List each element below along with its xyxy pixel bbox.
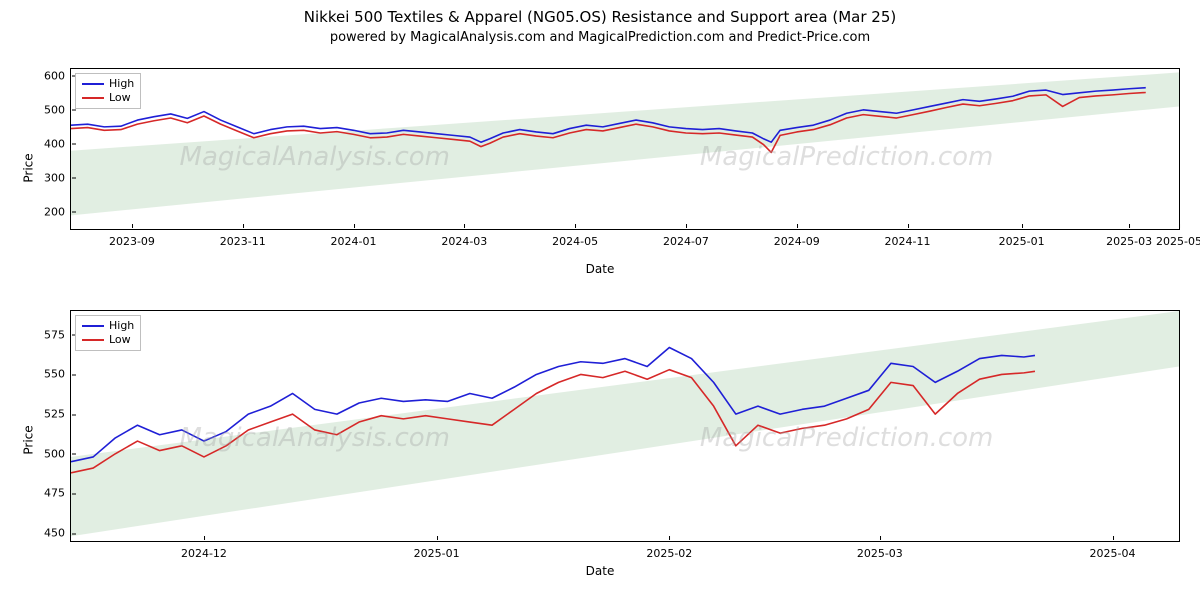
x-tick: 2024-09 <box>774 229 820 248</box>
chart-top: Price High Low 2003004005006002023-09202… <box>0 58 1200 278</box>
legend: High Low <box>75 73 141 109</box>
y-tick: 550 <box>44 368 71 381</box>
x-tick: 2024-03 <box>441 229 487 248</box>
chart-svg-bottom <box>71 311 1179 541</box>
legend: High Low <box>75 315 141 351</box>
legend-swatch-low <box>82 339 104 341</box>
y-tick: 500 <box>44 447 71 460</box>
x-tick: 2024-11 <box>885 229 931 248</box>
x-tick: 2025-04 <box>1090 541 1136 560</box>
x-tick: 2025-01 <box>414 541 460 560</box>
x-tick: 2025-03 <box>1106 229 1152 248</box>
legend-label-high: High <box>109 77 134 91</box>
x-tick: 2024-01 <box>331 229 377 248</box>
y-tick: 575 <box>44 328 71 341</box>
chart-title: Nikkei 500 Textiles & Apparel (NG05.OS) … <box>0 0 1200 26</box>
chart-svg-top <box>71 69 1179 229</box>
x-tick: 2023-11 <box>220 229 266 248</box>
x-axis-label: Date <box>586 564 615 578</box>
legend-item-high: High <box>82 77 134 91</box>
legend-label-low: Low <box>109 333 131 347</box>
legend-item-high: High <box>82 319 134 333</box>
legend-swatch-high <box>82 325 104 327</box>
legend-swatch-low <box>82 97 104 99</box>
y-tick: 525 <box>44 408 71 421</box>
y-tick: 475 <box>44 487 71 500</box>
chart-bottom: Price High Low 4504755005255505752024-12… <box>0 300 1200 580</box>
x-tick: 2024-12 <box>181 541 227 560</box>
legend-item-low: Low <box>82 91 134 105</box>
legend-item-low: Low <box>82 333 134 347</box>
y-axis-label: Price <box>22 425 36 454</box>
y-tick: 400 <box>44 137 71 150</box>
chart-subtitle: powered by MagicalAnalysis.com and Magic… <box>0 26 1200 45</box>
y-tick: 200 <box>44 205 71 218</box>
x-tick: 2023-09 <box>109 229 155 248</box>
plot-area-top: High Low 2003004005006002023-092023-1120… <box>70 68 1180 230</box>
y-tick: 600 <box>44 69 71 82</box>
y-tick: 500 <box>44 103 71 116</box>
x-tick: 2024-07 <box>663 229 709 248</box>
legend-label-high: High <box>109 319 134 333</box>
x-tick: 2025-03 <box>857 541 903 560</box>
legend-label-low: Low <box>109 91 131 105</box>
legend-swatch-high <box>82 83 104 85</box>
y-axis-label: Price <box>22 153 36 182</box>
plot-area-bottom: High Low 4504755005255505752024-122025-0… <box>70 310 1180 542</box>
x-tick: 2025-05 <box>1156 229 1200 248</box>
x-tick: 2024-05 <box>552 229 598 248</box>
y-tick: 450 <box>44 527 71 540</box>
y-tick: 300 <box>44 171 71 184</box>
x-axis-label: Date <box>586 262 615 276</box>
x-tick: 2025-01 <box>999 229 1045 248</box>
x-tick: 2025-02 <box>646 541 692 560</box>
